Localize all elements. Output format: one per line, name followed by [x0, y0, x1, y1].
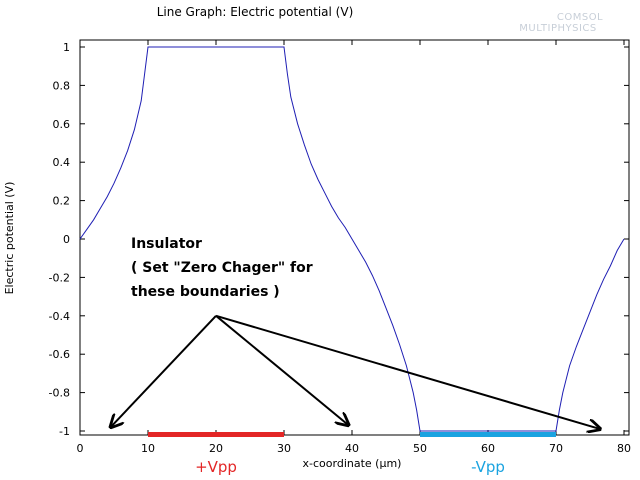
annotation-arrow [215, 314, 600, 429]
chart-title: Line Graph: Electric potential (V) [157, 5, 354, 19]
y-tick-label: 0.8 [53, 79, 71, 92]
x-tick-label: 40 [345, 442, 359, 455]
annotation-text: Insulator [131, 236, 202, 252]
y-tick-label: -0.8 [49, 387, 70, 400]
y-tick-label: -1 [59, 425, 70, 438]
y-tick-label: -0.6 [49, 348, 70, 361]
x-tick-label: 20 [209, 442, 223, 455]
logo-line-2: MULTIPHYSICS [519, 23, 596, 34]
x-tick-label: 50 [413, 442, 427, 455]
electrode-label: -Vpp [471, 458, 505, 476]
x-axis-label: x-coordinate (µm) [303, 457, 402, 470]
y-tick-label: -0.4 [49, 310, 70, 323]
x-tick-label: 60 [481, 442, 495, 455]
y-tick-label: 0.4 [53, 156, 71, 169]
annotation-arrow [215, 315, 349, 425]
y-tick-label: 0.2 [53, 195, 71, 208]
electrode-label: +Vpp [195, 458, 237, 476]
y-tick-label: 0.6 [53, 118, 71, 131]
x-tick-label: 70 [549, 442, 563, 455]
electrode-bar [148, 432, 284, 437]
annotation-arrow [111, 315, 217, 427]
y-tick-label: -0.2 [49, 271, 70, 284]
logo-line-1: COMSOL [557, 12, 603, 23]
electrode-bar [420, 432, 556, 437]
x-tick-label: 0 [77, 442, 84, 455]
series-line [79, 46, 625, 432]
x-tick-label: 10 [141, 442, 155, 455]
y-tick-label: 0 [63, 233, 70, 246]
x-tick-label: 80 [617, 442, 631, 455]
annotation-text: these boundaries ) [131, 284, 280, 300]
annotation-text: ( Set "Zero Chager" for [131, 260, 313, 276]
x-tick-label: 30 [277, 442, 291, 455]
y-tick-label: 1 [63, 41, 70, 54]
plot-area [79, 39, 630, 436]
y-axis-label: Electric potential (V) [3, 182, 16, 295]
comsol-logo: COMSOL MULTIPHYSICS [519, 12, 603, 34]
